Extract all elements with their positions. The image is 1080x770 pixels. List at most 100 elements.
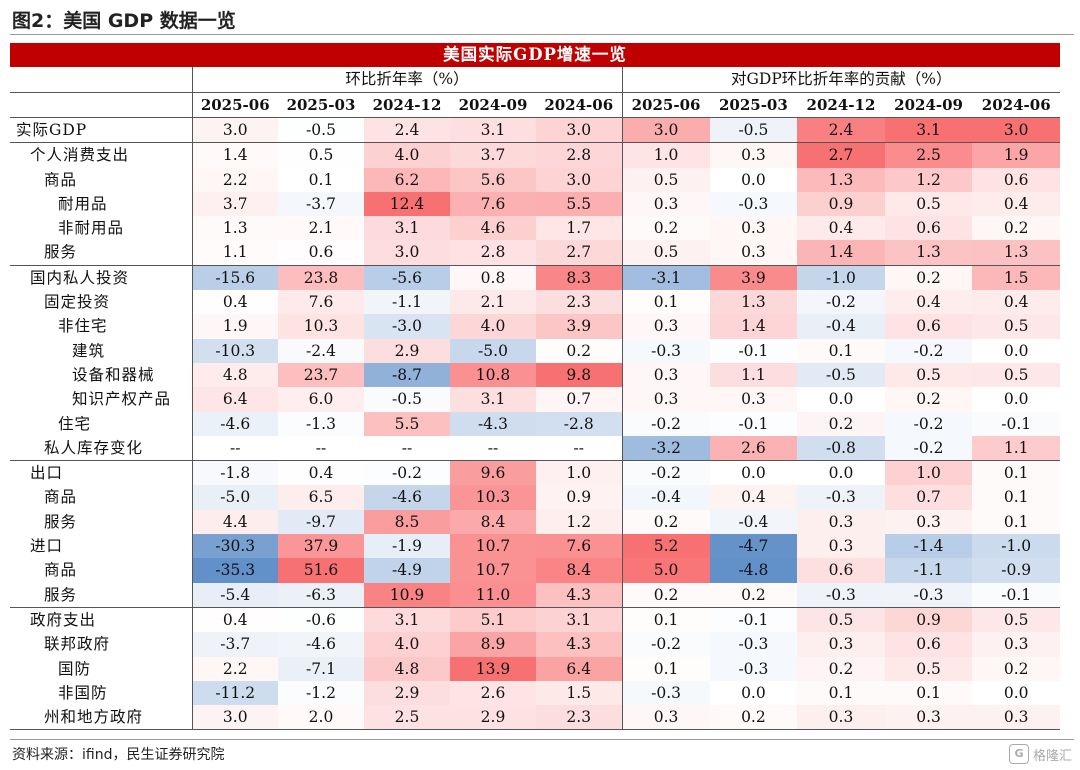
growth-cell: 1.5	[536, 680, 622, 706]
growth-cell: -0.5	[364, 387, 450, 412]
date-header: 2025-03	[278, 92, 364, 118]
contribution-cell: -0.2	[621, 632, 710, 657]
growth-cell: 23.7	[278, 362, 364, 388]
growth-cell: 4.8	[364, 656, 450, 681]
growth-cell: 10.8	[450, 362, 536, 388]
growth-cell: 4.0	[450, 314, 536, 339]
growth-cell: -7.1	[278, 656, 364, 681]
growth-cell: -4.6	[364, 485, 450, 510]
growth-cell: 3.0	[536, 167, 622, 192]
contribution-cell: -1.4	[884, 534, 973, 559]
growth-cell: -5.0	[450, 338, 536, 363]
growth-cell: 0.6	[278, 240, 364, 266]
growth-cell: -6.3	[278, 582, 364, 608]
contribution-cell: 1.3	[797, 167, 885, 192]
contribution-cell: 0.3	[797, 509, 885, 535]
contribution-cell: 0.9	[884, 606, 973, 633]
group-header-growth: 环比折年率（%）	[191, 67, 622, 93]
contribution-cell: 0.0	[741, 683, 766, 702]
contribution-cell: 0.3	[621, 705, 710, 731]
growth-cell: 2.9	[364, 680, 450, 706]
contribution-cell: 1.0	[621, 142, 710, 168]
growth-cell: 3.0	[191, 705, 278, 731]
growth-cell: 8.5	[364, 509, 450, 535]
contribution-cell: -0.1	[709, 606, 798, 633]
row-label: 建筑	[72, 341, 106, 360]
growth-cell: 2.4	[364, 117, 450, 143]
date-header-blank	[10, 92, 192, 118]
table-row: 建筑 -10.3 -2.4 2.9 -5.0 0.2 -0.3 -0.1 0.1 -0.2 0.0	[10, 338, 1060, 363]
contribution-cell: 0.1	[972, 509, 1061, 535]
growth-cell: --	[315, 438, 327, 457]
growth-cell: 6.0	[278, 387, 364, 412]
contribution-cell: 0.0	[741, 170, 766, 189]
contribution-cell: 0.3	[709, 387, 798, 412]
growth-cell: 1.3	[191, 216, 278, 241]
contribution-cell: -0.3	[709, 191, 798, 217]
table-row: 知识产权产品 6.4 6.0 -0.5 3.1 0.7 0.3 0.3 0.0 0.2 0.0	[10, 387, 1060, 412]
growth-cell: -2.8	[536, 411, 622, 436]
contribution-cell: 0.6	[884, 314, 973, 339]
date-header: 2024-12	[364, 92, 450, 118]
growth-cell: 3.0	[364, 240, 450, 266]
growth-cell: -1.1	[364, 290, 450, 315]
row-label: 固定投资	[44, 293, 111, 312]
table-row: 州和地方政府 3.0 2.0 2.5 2.9 2.3 0.3 0.2 0.3 0.3 0.3	[10, 705, 1061, 731]
growth-cell: 2.1	[278, 216, 364, 241]
contribution-cell: 0.4	[884, 290, 973, 315]
contribution-cell: 0.0	[1003, 683, 1029, 702]
contribution-cell: -0.5	[709, 117, 798, 143]
growth-cell: 5.1	[450, 606, 536, 633]
contribution-cell: 2.6	[709, 435, 798, 461]
growth-cell: 8.9	[450, 632, 536, 657]
growth-cell: 0.5	[278, 142, 364, 168]
row-label: 非耐用品	[58, 219, 125, 238]
growth-cell: 3.1	[364, 606, 450, 633]
table-row: 商品 -35.3 51.6 -4.9 10.7 8.4 5.0 -4.8 0.6 -1.1 -0.9	[10, 558, 1061, 583]
growth-cell: 3.1	[536, 606, 622, 633]
contribution-cell: 0.5	[972, 314, 1061, 339]
contribution-cell: 0.5	[621, 167, 710, 192]
growth-cell: -15.6	[191, 264, 278, 291]
row-label: 商品	[44, 170, 78, 189]
growth-cell: 2.0	[278, 705, 364, 731]
contribution-cell: 0.4	[797, 216, 885, 241]
growth-cell: --	[573, 438, 584, 457]
contribution-cell: 0.3	[797, 705, 885, 731]
contribution-cell: -0.9	[972, 558, 1061, 583]
contribution-cell: -0.1	[972, 411, 1061, 436]
growth-cell: -2.4	[278, 338, 364, 363]
watermark-logo-icon: G	[1008, 744, 1029, 764]
growth-cell: 10.3	[450, 485, 536, 510]
contribution-cell: 0.6	[972, 167, 1061, 192]
growth-cell: 6.5	[278, 485, 364, 510]
table-row: 个人消费支出 1.4 0.5 4.0 3.7 2.8 1.0 0.3 2.7 2.5 1.9	[10, 142, 1061, 168]
contribution-cell: 0.2	[797, 656, 885, 681]
contribution-cell: 0.5	[884, 191, 973, 217]
growth-cell: -3.0	[364, 314, 450, 339]
contribution-cell: 0.3	[797, 632, 885, 657]
contribution-cell: 0.3	[797, 534, 885, 559]
growth-cell: 4.0	[364, 142, 450, 168]
growth-cell: 2.8	[450, 240, 536, 266]
contribution-cell: 0.9	[797, 191, 885, 217]
contribution-cell: 5.0	[621, 558, 710, 583]
growth-cell: -30.3	[191, 534, 278, 559]
growth-cell: 10.7	[450, 558, 536, 583]
growth-cell: 3.0	[536, 117, 622, 143]
contribution-cell: -4.7	[709, 534, 798, 559]
contribution-cell: 0.3	[972, 632, 1061, 657]
contribution-cell: 3.0	[972, 117, 1061, 143]
contribution-cell: 1.1	[972, 435, 1061, 461]
growth-cell: 3.1	[364, 216, 450, 241]
contribution-cell: 0.3	[621, 387, 710, 412]
growth-cell: 2.5	[364, 705, 450, 731]
growth-cell: -35.3	[191, 558, 278, 583]
contribution-cell: 0.5	[621, 240, 710, 266]
group-header-contribution: 对GDP环比折年率的贡献（%）	[621, 67, 1061, 93]
row-label: 国内私人投资	[10, 264, 192, 291]
growth-cell: 2.7	[536, 240, 622, 266]
growth-cell: 4.8	[191, 362, 278, 388]
growth-cell: 10.7	[450, 534, 536, 559]
growth-cell: 0.9	[536, 485, 622, 510]
